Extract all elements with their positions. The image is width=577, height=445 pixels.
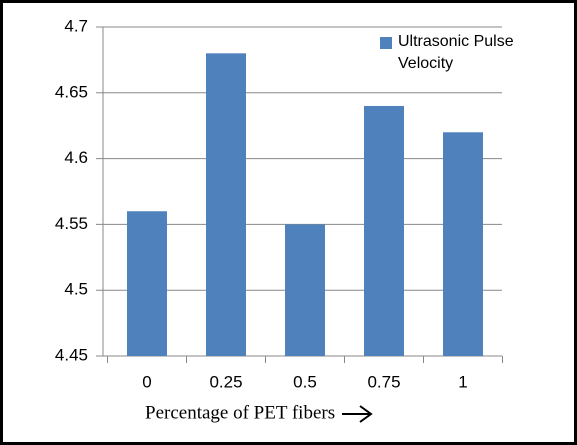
y-tick-label: 4.5 — [64, 280, 88, 299]
bar — [443, 132, 483, 356]
bar — [127, 211, 167, 356]
x-tick-label: 1 — [458, 372, 467, 391]
bar — [364, 105, 404, 357]
y-tick-label: 4.45 — [55, 345, 88, 364]
legend-label: Ultrasonic Pulse Velocity — [398, 33, 514, 72]
y-tick-label: 4.55 — [55, 214, 88, 233]
legend-swatch — [380, 37, 392, 49]
y-tick-label: 4.7 — [64, 16, 88, 35]
bar — [285, 224, 325, 356]
x-axis-label: Percentage of PET fibers — [145, 402, 335, 423]
x-tick-label: 0.5 — [293, 372, 317, 391]
x-tick-label: 0.25 — [209, 372, 242, 391]
bar — [206, 53, 246, 356]
x-tick-label: 0.75 — [367, 372, 400, 391]
x-tick-label: 0 — [142, 372, 151, 391]
y-tick-label: 4.6 — [64, 148, 88, 167]
arrow — [342, 405, 373, 423]
y-tick-label: 4.65 — [55, 82, 88, 101]
